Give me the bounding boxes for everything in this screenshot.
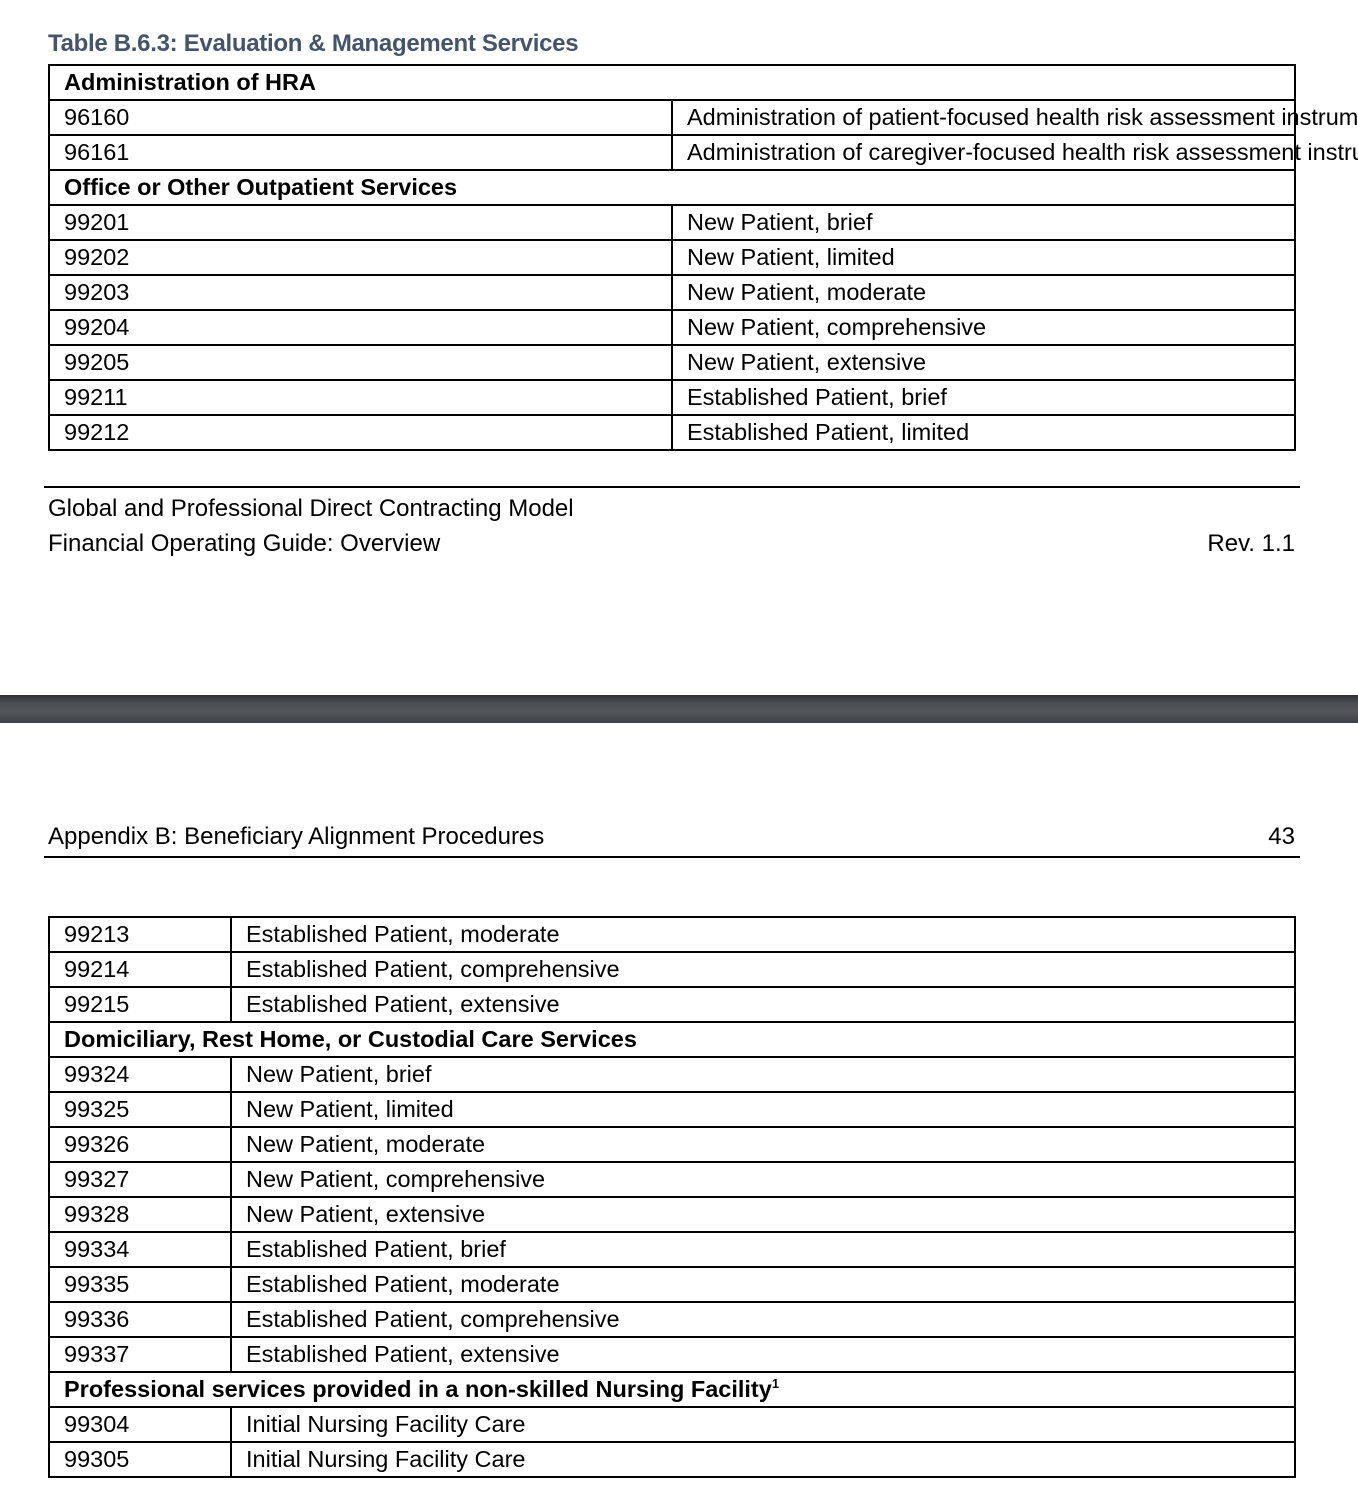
page-number: 43 <box>1268 823 1295 850</box>
section-heading: Professional services provided in a non-… <box>48 1371 1296 1408</box>
table-row: 96161 Administration of caregiver-focused… <box>48 134 1358 171</box>
cpt-code: 99203 <box>48 274 673 311</box>
cpt-code: 99336 <box>48 1301 232 1338</box>
footer-divider <box>44 486 1300 488</box>
section-row: Administration of HRA <box>48 64 1296 101</box>
code-description: New Patient, extensive <box>230 1196 1296 1233</box>
table-row: 99201 New Patient, brief <box>48 204 1296 241</box>
table-row: 99205 New Patient, extensive <box>48 344 1296 381</box>
table-row: 99326 New Patient, moderate <box>48 1126 1296 1163</box>
code-description: New Patient, brief <box>230 1056 1296 1093</box>
section-row: Professional services provided in a non-… <box>48 1371 1296 1408</box>
code-description: Established Patient, moderate <box>230 1266 1296 1303</box>
section-heading: Office or Other Outpatient Services <box>48 169 1296 206</box>
section-heading: Administration of HRA <box>48 64 1296 101</box>
table-row: 99327 New Patient, comprehensive <box>48 1161 1296 1198</box>
code-description: Established Patient, comprehensive <box>230 1301 1296 1338</box>
code-description: New Patient, moderate <box>230 1126 1296 1163</box>
cpt-code: 99213 <box>48 916 232 953</box>
code-description: New Patient, extensive <box>671 344 1296 381</box>
em-services-table-part1: Administration of HRA 96160 Administration… <box>48 64 1358 451</box>
table-row: 99336 Established Patient, comprehensive <box>48 1301 1296 1338</box>
footer-guide-name: Financial Operating Guide: Overview <box>48 530 441 557</box>
cpt-code: 96160 <box>48 99 673 136</box>
code-description: Administration of patient-focused health… <box>671 99 1358 136</box>
table-row: 99337 Established Patient, extensive <box>48 1336 1296 1373</box>
code-description: Established Patient, moderate <box>230 916 1296 953</box>
table-row: 99328 New Patient, extensive <box>48 1196 1296 1233</box>
section-label: Office or Other Outpatient Services <box>64 174 458 200</box>
code-description: Administration of caregiver-focused heal… <box>671 134 1358 171</box>
table-row: 99305 Initial Nursing Facility Care <box>48 1441 1296 1478</box>
code-description: New Patient, comprehensive <box>230 1161 1296 1198</box>
footer-revision: Rev. 1.1 <box>1207 530 1295 557</box>
code-description: New Patient, limited <box>671 239 1296 276</box>
code-description: Established Patient, comprehensive <box>230 951 1296 988</box>
code-description: New Patient, comprehensive <box>671 309 1296 346</box>
table-row: 99335 Established Patient, moderate <box>48 1266 1296 1303</box>
section-heading: Domiciliary, Rest Home, or Custodial Car… <box>48 1021 1296 1058</box>
code-description: Established Patient, limited <box>671 414 1296 451</box>
code-description: Initial Nursing Facility Care <box>230 1441 1296 1478</box>
cpt-code: 99325 <box>48 1091 232 1128</box>
header-divider <box>44 856 1300 858</box>
code-description: Established Patient, extensive <box>230 986 1296 1023</box>
cpt-code: 99326 <box>48 1126 232 1163</box>
section-row: Office or Other Outpatient Services <box>48 169 1296 206</box>
cpt-code: 99212 <box>48 414 673 451</box>
cpt-code: 99304 <box>48 1406 232 1443</box>
table-title: Table B.6.3: Evaluation & Management Ser… <box>48 30 579 57</box>
code-description: Initial Nursing Facility Care <box>230 1406 1296 1443</box>
table-row: 96160 Administration of patient-focused h… <box>48 99 1358 136</box>
code-description: New Patient, limited <box>230 1091 1296 1128</box>
table-row: 99304 Initial Nursing Facility Care <box>48 1406 1296 1443</box>
cpt-code: 99205 <box>48 344 673 381</box>
cpt-code: 99324 <box>48 1056 232 1093</box>
table-row: 99204 New Patient, comprehensive <box>48 309 1296 346</box>
cpt-code: 96161 <box>48 134 673 171</box>
cpt-code: 99201 <box>48 204 673 241</box>
code-description: New Patient, brief <box>671 204 1296 241</box>
table-row: 99203 New Patient, moderate <box>48 274 1296 311</box>
section-label: Professional services provided in a non-… <box>64 1376 772 1402</box>
code-description: Established Patient, brief <box>671 379 1296 416</box>
code-description: Established Patient, brief <box>230 1231 1296 1268</box>
cpt-code: 99328 <box>48 1196 232 1233</box>
cpt-code: 99334 <box>48 1231 232 1268</box>
section-label: Administration of HRA <box>64 69 316 95</box>
table-row: 99211 Established Patient, brief <box>48 379 1296 416</box>
cpt-code: 99215 <box>48 986 232 1023</box>
section-row: Domiciliary, Rest Home, or Custodial Car… <box>48 1021 1296 1058</box>
table-row: 99212 Established Patient, limited <box>48 414 1296 451</box>
cpt-code: 99214 <box>48 951 232 988</box>
header-title: Appendix B: Beneficiary Alignment Proced… <box>48 823 545 850</box>
cpt-code: 99337 <box>48 1336 232 1373</box>
cpt-code: 99335 <box>48 1266 232 1303</box>
table-row: 99325 New Patient, limited <box>48 1091 1296 1128</box>
page-separator <box>0 695 1358 723</box>
cpt-code: 99327 <box>48 1161 232 1198</box>
table-row: 99214 Established Patient, comprehensive <box>48 951 1296 988</box>
cpt-code: 99202 <box>48 239 673 276</box>
cpt-code: 99305 <box>48 1441 232 1478</box>
section-label: Domiciliary, Rest Home, or Custodial Car… <box>64 1026 637 1052</box>
table-row: 99213 Established Patient, moderate <box>48 916 1296 953</box>
code-description: New Patient, moderate <box>671 274 1296 311</box>
cpt-code: 99211 <box>48 379 673 416</box>
cpt-code: 99204 <box>48 309 673 346</box>
footer-model-name: Global and Professional Direct Contracti… <box>48 495 574 522</box>
table-row: 99324 New Patient, brief <box>48 1056 1296 1093</box>
footnote-marker: 1 <box>771 1376 780 1392</box>
table-row: 99215 Established Patient, extensive <box>48 986 1296 1023</box>
table-row: 99202 New Patient, limited <box>48 239 1296 276</box>
table-row: 99334 Established Patient, brief <box>48 1231 1296 1268</box>
code-description: Established Patient, extensive <box>230 1336 1296 1373</box>
em-services-table-part2: 99213 Established Patient, moderate 99214 E… <box>48 916 1296 1478</box>
